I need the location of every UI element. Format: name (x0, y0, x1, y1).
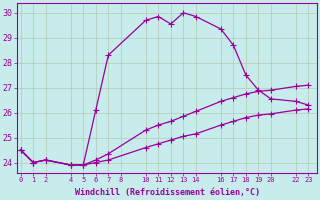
X-axis label: Windchill (Refroidissement éolien,°C): Windchill (Refroidissement éolien,°C) (75, 188, 260, 197)
